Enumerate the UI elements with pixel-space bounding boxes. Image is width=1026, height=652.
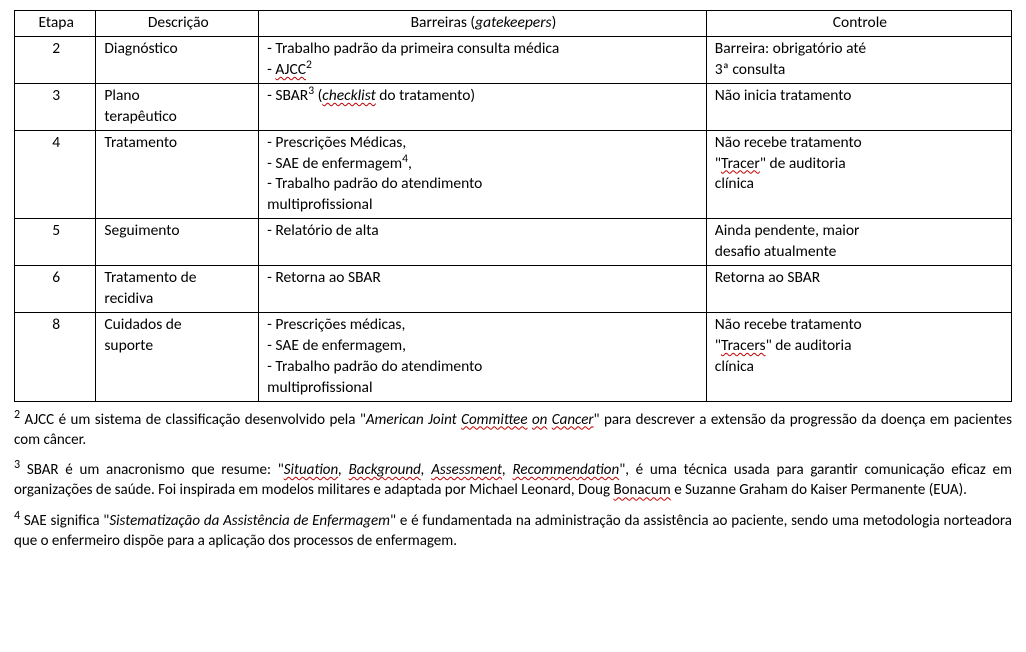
table-row: 2 Diagnóstico - Trabalho padrão da prime… [15, 36, 1012, 83]
table-row: 3 Plano terapêutico - SBAR3 (checklist d… [15, 83, 1012, 130]
cell-barreiras: - Retorna ao SBAR [259, 266, 707, 313]
cell-controle: Não inicia tratamento [706, 83, 1011, 130]
cell-desc: Seguimento [96, 219, 259, 266]
footnote-4: 4 SAE significa "Sistematização da Assis… [14, 511, 1012, 552]
cell-controle: Retorna ao SBAR [706, 266, 1011, 313]
footnote-3: 3 SBAR é um anacronismo que resume: "Sit… [14, 460, 1012, 501]
cell-controle: Ainda pendente, maior desafio atualmente [706, 219, 1011, 266]
col-header-descricao: Descrição [96, 11, 259, 37]
table-row: 6 Tratamento de recidiva - Retorna ao SB… [15, 266, 1012, 313]
table-row: 8 Cuidados de suporte - Prescrições médi… [15, 312, 1012, 401]
table-row: 5 Seguimento - Relatório de alta Ainda p… [15, 219, 1012, 266]
cell-etapa: 6 [15, 266, 96, 313]
cell-barreiras: - Prescrições médicas, - SAE de enfermag… [259, 312, 707, 401]
footnote-2: 2 AJCC é um sistema de classificação des… [14, 410, 1012, 451]
table-header-row: Etapa Descrição Barreiras (gatekeepers) … [15, 11, 1012, 37]
cell-etapa: 4 [15, 130, 96, 219]
cell-controle: Não recebe tratamento "Tracer" de audito… [706, 130, 1011, 219]
cell-barreiras: - SBAR3 (checklist do tratamento) [259, 83, 707, 130]
cell-desc: Diagnóstico [96, 36, 259, 83]
footnotes: 2 AJCC é um sistema de classificação des… [14, 410, 1012, 552]
cell-desc: Plano terapêutico [96, 83, 259, 130]
table-row: 4 Tratamento - Prescrições Médicas, - SA… [15, 130, 1012, 219]
cell-etapa: 5 [15, 219, 96, 266]
cell-desc: Tratamento de recidiva [96, 266, 259, 313]
data-table: Etapa Descrição Barreiras (gatekeepers) … [14, 10, 1012, 402]
cell-etapa: 8 [15, 312, 96, 401]
cell-etapa: 2 [15, 36, 96, 83]
cell-barreiras: - Prescrições Médicas, - SAE de enfermag… [259, 130, 707, 219]
col-header-controle: Controle [706, 11, 1011, 37]
cell-controle: Barreira: obrigatório até 3ª consulta [706, 36, 1011, 83]
cell-desc: Tratamento [96, 130, 259, 219]
col-header-etapa: Etapa [15, 11, 96, 37]
cell-barreiras: - Relatório de alta [259, 219, 707, 266]
cell-desc: Cuidados de suporte [96, 312, 259, 401]
cell-etapa: 3 [15, 83, 96, 130]
cell-barreiras: - Trabalho padrão da primeira consulta m… [259, 36, 707, 83]
col-header-barreiras: Barreiras (gatekeepers) [259, 11, 707, 37]
cell-controle: Não recebe tratamento "Tracers" de audit… [706, 312, 1011, 401]
